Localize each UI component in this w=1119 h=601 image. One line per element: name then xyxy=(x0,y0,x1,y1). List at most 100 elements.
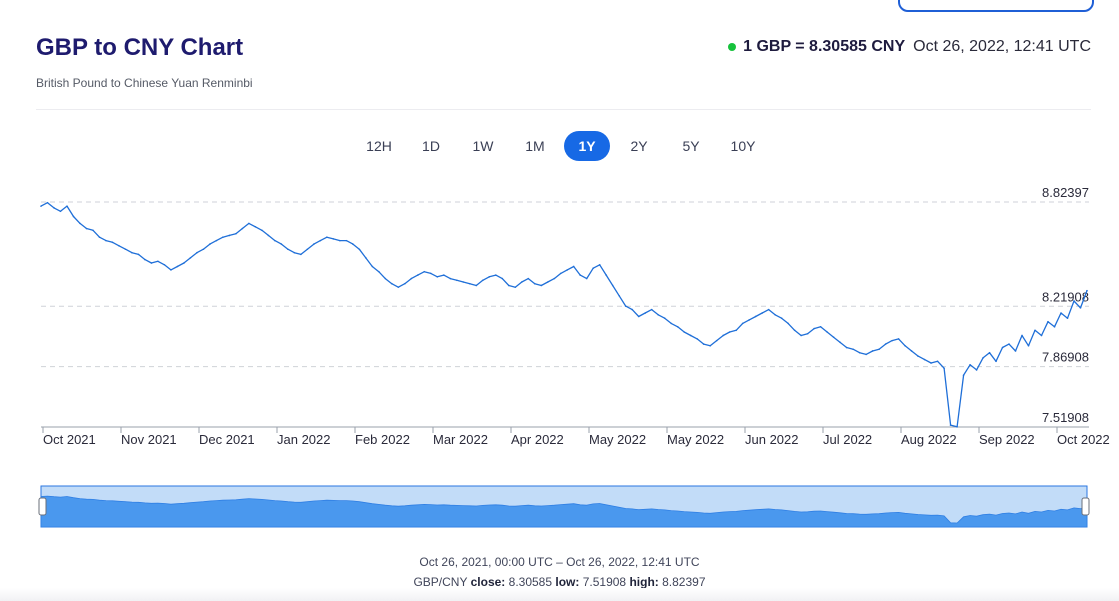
price-point xyxy=(605,274,608,276)
price-point xyxy=(436,276,439,278)
price-point xyxy=(878,348,880,351)
price-point xyxy=(1027,345,1030,347)
x-tick-label: Jan 2022 xyxy=(277,432,331,447)
price-point xyxy=(1066,317,1069,320)
price-point xyxy=(774,313,776,316)
price-point xyxy=(371,265,374,268)
price-point xyxy=(975,369,978,371)
price-point xyxy=(670,322,672,325)
x-tick-label: Apr 2022 xyxy=(511,432,564,447)
price-point xyxy=(787,322,789,325)
price-point xyxy=(754,315,757,318)
price-point xyxy=(936,360,939,363)
price-point xyxy=(871,350,874,352)
range-tab-10y[interactable]: 10Y xyxy=(730,138,756,154)
range-tab-12h[interactable]: 12H xyxy=(366,138,392,154)
price-point xyxy=(261,229,263,232)
price-point xyxy=(514,286,517,288)
price-point xyxy=(1034,329,1036,332)
page-subtitle: British Pound to Chinese Yuan Renminbi xyxy=(36,76,253,90)
price-point xyxy=(891,339,893,342)
price-point xyxy=(702,343,705,345)
price-point xyxy=(85,227,88,230)
navigator-handle-left[interactable] xyxy=(38,497,47,516)
live-rate: 1 GBP = 8.30585 CNY Oct 26, 2022, 12:41 … xyxy=(728,38,1091,56)
price-point xyxy=(326,236,328,238)
bottom-fade xyxy=(0,588,1119,601)
price-point xyxy=(267,234,270,237)
price-point xyxy=(248,222,250,225)
price-point xyxy=(689,334,692,337)
range-tab-5y[interactable]: 5Y xyxy=(682,138,700,154)
price-point xyxy=(189,257,192,259)
range-tab-1w[interactable]: 1W xyxy=(472,138,494,154)
price-point xyxy=(287,248,289,251)
price-point xyxy=(313,243,315,245)
price-point xyxy=(527,277,530,280)
price-point xyxy=(1008,343,1010,345)
price-point xyxy=(1014,350,1017,352)
price-chart[interactable]: 7.51908 7.86908 8.21908 8.82397 Oct 2021 Nov … xyxy=(0,180,1119,540)
price-point xyxy=(53,207,55,209)
price-point xyxy=(819,326,822,328)
price-point xyxy=(475,284,478,287)
price-point xyxy=(676,326,679,328)
price-point xyxy=(358,248,361,251)
price-point xyxy=(956,426,958,428)
price-point xyxy=(494,274,497,276)
low-value: 7.51908 xyxy=(582,575,627,589)
price-point xyxy=(865,353,867,356)
range-tab-2y[interactable]: 2Y xyxy=(630,138,648,154)
price-point xyxy=(137,253,140,256)
price-point xyxy=(904,345,906,347)
range-tab-1d[interactable]: 1D xyxy=(422,138,440,154)
price-point xyxy=(1086,289,1088,292)
price-point xyxy=(468,282,471,285)
price-point xyxy=(592,267,595,270)
price-point xyxy=(923,358,926,361)
price-point xyxy=(832,336,835,338)
price-point xyxy=(566,269,569,271)
range-tab-1y[interactable]: 1Y xyxy=(564,131,610,161)
price-point xyxy=(274,239,276,242)
x-tick-label: Jun 2022 xyxy=(745,432,799,447)
price-point xyxy=(481,279,484,282)
price-point xyxy=(761,312,763,314)
price-point xyxy=(728,331,731,333)
price-point xyxy=(1001,346,1004,349)
price-point xyxy=(520,281,523,283)
price-point xyxy=(222,236,224,238)
price-point xyxy=(488,276,491,278)
header-divider xyxy=(36,109,1091,110)
x-tick-label: Dec 2021 xyxy=(199,432,255,447)
price-point xyxy=(741,322,744,325)
price-point xyxy=(202,248,205,251)
price-point xyxy=(79,222,81,225)
price-point xyxy=(650,308,653,311)
price-point xyxy=(131,251,133,254)
price-point xyxy=(611,284,614,287)
price-point xyxy=(1021,334,1023,337)
price-point xyxy=(254,226,257,228)
price-point xyxy=(1060,312,1062,314)
price-point xyxy=(917,355,919,357)
price-point xyxy=(826,331,828,333)
price-point xyxy=(631,308,634,311)
price-point xyxy=(683,331,685,333)
price-point xyxy=(910,350,913,352)
price-point xyxy=(404,282,406,285)
price-point xyxy=(215,239,218,242)
range-tabs: 12H 1D 1W 1M 1Y 2Y 5Y 10Y xyxy=(356,131,766,161)
price-point xyxy=(410,277,413,280)
y-tick-label: 7.86908 xyxy=(1042,350,1089,365)
range-tab-1m[interactable]: 1M xyxy=(525,138,545,154)
top-input-box[interactable] xyxy=(898,0,1094,12)
price-point xyxy=(319,239,322,242)
price-point xyxy=(59,210,62,213)
price-point xyxy=(391,282,393,285)
x-tick-label: May 2022 xyxy=(667,432,724,447)
price-point xyxy=(66,205,68,207)
range-navigator[interactable] xyxy=(38,485,1090,528)
high-label: high: xyxy=(629,575,659,589)
navigator-handle-right[interactable] xyxy=(1081,497,1090,516)
